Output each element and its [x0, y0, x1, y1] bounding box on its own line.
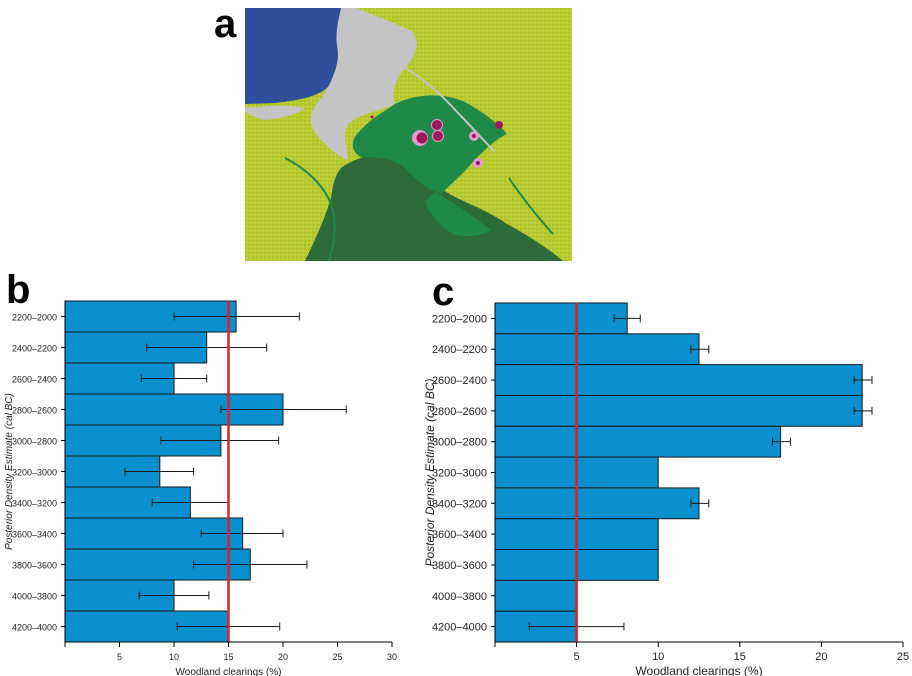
map-river-2 — [284, 157, 336, 261]
y-tick-label: 2600–2400 — [12, 375, 57, 385]
map-forest-lobe — [425, 192, 491, 237]
x-axis-label: Woodland clearings (%) — [176, 667, 282, 676]
bar — [494, 487, 700, 520]
y-tick-label: 3000–2800 — [432, 437, 487, 449]
y-axis-label: Posterior Density Estimate (cal BC) — [423, 378, 437, 566]
x-axis-label: Woodland clearings (%) — [635, 664, 762, 676]
map-plain-patch — [362, 55, 376, 68]
y-tick-label: 3000–2800 — [12, 437, 57, 447]
y-tick-label: 3400–3200 — [12, 499, 57, 509]
map-river — [404, 67, 496, 153]
y-tick-label: 4000–3800 — [432, 591, 487, 603]
site-marker — [416, 132, 428, 144]
panel-label-a: a — [214, 2, 237, 46]
y-tick-label: 2800–2600 — [12, 406, 57, 416]
panel-label-b: b — [6, 268, 31, 312]
x-tick-label: 20 — [815, 651, 827, 663]
y-tick-label: 3800–3600 — [432, 560, 487, 572]
y-tick-label: 2600–2400 — [432, 375, 487, 387]
map-sites — [370, 115, 503, 168]
x-tick-label: 15 — [734, 651, 746, 663]
site-marker — [370, 115, 374, 119]
y-tick-label: 2200–2000 — [432, 313, 487, 325]
site-marker — [472, 134, 476, 138]
chart-c: 5 10 15 20 25 2200–2000 2400–2200 2600–2400 2800… — [423, 302, 909, 676]
y-tick-label: 2200–2000 — [12, 313, 57, 323]
site-marker — [476, 161, 480, 165]
x-tick-label: 20 — [278, 652, 288, 662]
map-river-3 — [508, 177, 554, 235]
x-tick-label: 5 — [574, 651, 580, 663]
x-tick-label: 10 — [652, 651, 664, 663]
y-tick-label: 3200–3000 — [432, 468, 487, 480]
site-marker — [495, 121, 503, 129]
bar — [494, 364, 863, 396]
x-tick-label: 30 — [387, 652, 397, 662]
bar — [494, 302, 628, 335]
y-tick-label: 4200–4000 — [12, 623, 57, 633]
y-tick-label: 3400–3200 — [432, 498, 487, 510]
y-tick-label: 4000–3800 — [12, 592, 57, 602]
map-forest — [352, 95, 507, 194]
x-tick-label: 15 — [223, 652, 233, 662]
bar — [494, 425, 782, 458]
x-tick-label: 25 — [897, 651, 909, 663]
y-tick-label: 3800–3600 — [12, 561, 57, 571]
bar — [494, 333, 700, 366]
map-plain — [310, 8, 417, 160]
panel-label-c: c — [432, 270, 455, 314]
y-tick-label: 4200–4000 — [432, 622, 487, 634]
x-tick-label: 25 — [332, 652, 342, 662]
chart-b: 5 10 15 20 25 30 2200–2000 2400–2200 2600–2400 28… — [4, 300, 397, 676]
y-tick-label: 2400–2200 — [12, 344, 57, 354]
y-tick-label: 3600–3400 — [432, 529, 487, 541]
y-tick-label: 3600–3400 — [12, 530, 57, 540]
site-marker — [432, 120, 442, 130]
land-cover-map — [245, 8, 572, 261]
bar — [494, 394, 863, 427]
y-axis-label: Posterior Density Estimate (cal BC) — [4, 393, 15, 550]
y-tick-label: 3200–3000 — [12, 468, 57, 478]
map-plain-inlet — [245, 105, 305, 120]
x-tick-label: 5 — [117, 652, 122, 662]
y-tick-label: 2800–2600 — [432, 406, 487, 418]
map-sea — [245, 8, 343, 104]
x-tick-label: 10 — [169, 652, 179, 662]
y-tick-label: 2400–2200 — [432, 344, 487, 356]
site-marker — [433, 131, 443, 141]
bar — [494, 579, 578, 612]
